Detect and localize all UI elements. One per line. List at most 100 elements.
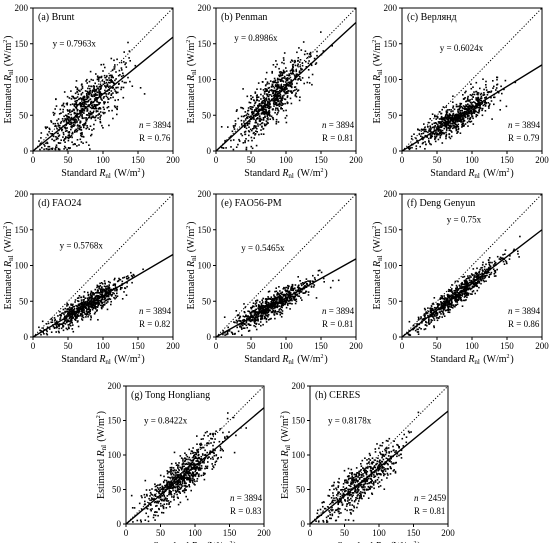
data-point: [264, 101, 266, 104]
data-point: [302, 41, 305, 43]
data-point: [227, 326, 229, 329]
data-point: [442, 310, 444, 313]
data-point: [425, 321, 428, 324]
data-point: [477, 93, 479, 96]
data-point: [415, 137, 417, 140]
data-point: [259, 117, 262, 120]
data-point: [257, 320, 259, 322]
data-point: [148, 497, 150, 500]
data-point: [99, 120, 102, 123]
x-tick-label: 150: [131, 341, 145, 351]
data-point: [256, 311, 258, 314]
data-point: [287, 285, 290, 288]
data-point: [68, 306, 71, 309]
data-point: [90, 306, 93, 309]
data-point: [66, 129, 68, 132]
data-point: [445, 134, 447, 137]
data-point: [471, 293, 473, 295]
sample-size-label: n = 3894: [322, 120, 355, 130]
data-point: [479, 277, 482, 280]
data-point: [92, 115, 94, 117]
data-point: [133, 274, 135, 277]
data-point: [455, 296, 458, 298]
data-point: [428, 319, 430, 322]
data-point: [303, 286, 305, 288]
data-point: [106, 298, 109, 301]
data-point: [90, 316, 92, 319]
data-point: [444, 297, 446, 299]
data-point: [244, 133, 247, 136]
data-point: [251, 113, 254, 116]
data-point: [132, 273, 135, 276]
data-point: [111, 293, 113, 296]
data-point: [83, 95, 86, 98]
data-point: [269, 102, 271, 105]
data-point: [485, 263, 487, 266]
data-point: [80, 112, 83, 114]
x-tick-label: 100: [465, 341, 479, 351]
data-point: [107, 101, 109, 104]
data-point: [246, 123, 249, 125]
data-point: [290, 297, 293, 300]
data-point: [115, 296, 118, 299]
data-point: [162, 480, 165, 483]
data-point: [490, 273, 492, 275]
data-point: [475, 107, 478, 109]
data-point: [251, 129, 253, 132]
data-point: [440, 301, 442, 303]
data-point: [254, 312, 257, 315]
data-point: [490, 100, 493, 102]
regression-line: [401, 64, 543, 152]
data-point: [62, 308, 65, 311]
data-point: [70, 304, 72, 306]
data-point: [62, 329, 65, 332]
data-point: [253, 99, 255, 101]
data-point: [269, 305, 271, 307]
data-point: [99, 91, 102, 93]
data-point: [475, 81, 478, 84]
data-point: [100, 282, 103, 284]
data-point: [220, 447, 222, 450]
data-point: [61, 323, 63, 325]
one-to-one-line: [215, 193, 357, 338]
data-point: [95, 107, 98, 110]
data-point: [77, 310, 80, 313]
data-point: [115, 91, 117, 93]
data-point: [88, 305, 91, 307]
data-point: [450, 116, 452, 119]
data-point: [471, 93, 474, 96]
data-point: [67, 319, 70, 322]
data-point: [471, 274, 474, 277]
data-point: [435, 118, 437, 120]
data-point: [248, 126, 250, 128]
data-point: [463, 125, 465, 127]
data-point: [80, 128, 82, 131]
data-point: [277, 296, 279, 298]
data-point: [259, 118, 261, 121]
data-point: [488, 276, 490, 278]
data-point: [297, 276, 299, 278]
data-point: [252, 305, 254, 307]
data-point: [275, 121, 278, 123]
data-point: [94, 107, 97, 110]
data-point: [82, 124, 84, 126]
data-point: [305, 278, 308, 280]
data-point: [61, 312, 63, 315]
data-point: [245, 314, 247, 317]
data-point: [169, 500, 172, 503]
data-point: [466, 281, 468, 284]
data-point: [438, 317, 440, 319]
data-point: [457, 128, 460, 130]
data-point: [331, 45, 333, 47]
data-point: [219, 449, 222, 452]
data-point: [423, 130, 426, 133]
data-point: [236, 320, 239, 323]
data-point: [68, 324, 71, 326]
data-point: [295, 73, 298, 75]
data-point: [490, 90, 493, 92]
regression-line: [215, 258, 357, 338]
data-point: [89, 318, 92, 321]
data-point: [466, 100, 468, 102]
data-point: [78, 89, 80, 92]
